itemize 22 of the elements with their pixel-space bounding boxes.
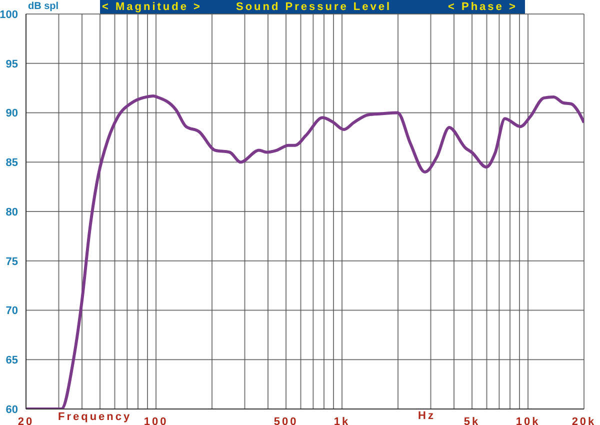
- y-tick-label: 100: [0, 8, 18, 21]
- y-tick-label: 60: [6, 404, 18, 416]
- x-tick-label: 100: [144, 416, 168, 425]
- x-tick-label: 10k: [516, 416, 540, 425]
- text: Hz: [418, 409, 436, 423]
- x-tick-label: 500: [274, 416, 298, 425]
- x-tick-label: 1k: [334, 416, 350, 425]
- chart-title: Sound Pressure Level: [236, 0, 392, 14]
- y-tick-label: 75: [6, 256, 18, 268]
- y-tick-label: 95: [6, 58, 18, 70]
- x-tick-label: 20: [18, 416, 34, 425]
- y-tick-label: 70: [6, 305, 18, 318]
- text: < Magnitude >: [102, 0, 202, 14]
- x-axis-title: Frequency: [58, 410, 132, 425]
- y-tick-label: 65: [6, 354, 18, 367]
- y-tick-label: 90: [6, 108, 18, 120]
- text: < Phase >: [448, 0, 518, 14]
- y-tick-label: 85: [6, 157, 18, 170]
- x-tick-label: 20k: [572, 416, 596, 425]
- y-tick-label: 80: [6, 206, 18, 218]
- y-axis-title: dB spl: [28, 0, 59, 14]
- x-tick-label: 5k: [464, 416, 480, 425]
